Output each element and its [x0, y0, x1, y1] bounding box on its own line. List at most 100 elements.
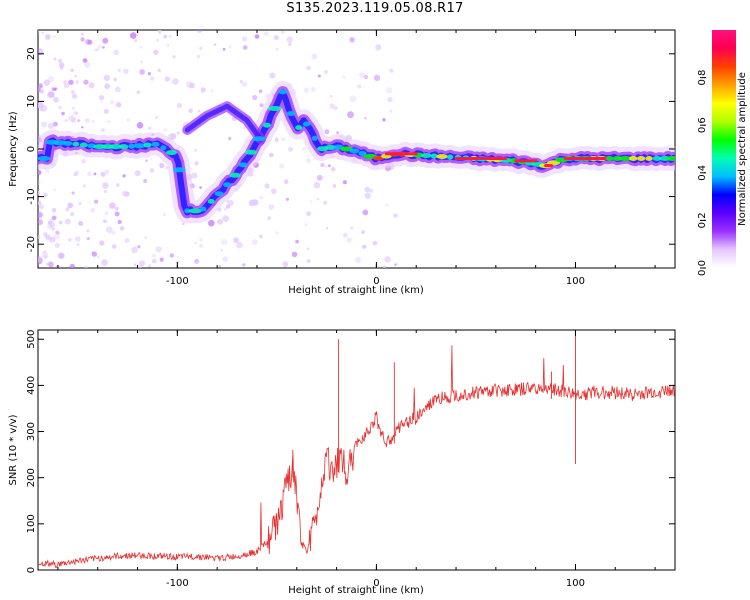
noise-speckle — [99, 240, 105, 246]
ridge-blob — [420, 153, 432, 158]
noise-speckle — [251, 239, 258, 246]
noise-speckle — [53, 35, 56, 38]
noise-speckle — [85, 39, 91, 45]
noise-speckle — [54, 233, 61, 240]
noise-speckle — [364, 192, 371, 199]
noise-speckle — [131, 246, 138, 254]
noise-speckle — [254, 34, 260, 39]
noise-speckle — [318, 74, 321, 78]
noise-speckle — [74, 236, 81, 242]
noise-speckle — [109, 202, 116, 209]
noise-speckle — [159, 162, 165, 169]
ridge-blob — [223, 182, 232, 188]
noise-speckle — [166, 44, 170, 47]
noise-speckle — [97, 255, 100, 259]
noise-speckle — [157, 68, 161, 72]
noise-speckle — [101, 128, 105, 132]
noise-speckle — [268, 204, 275, 210]
noise-speckle — [137, 245, 141, 249]
noise-speckle — [148, 126, 152, 130]
noise-speckle — [38, 85, 43, 89]
spectrogram-y-axis-label: Frequency (Hz) — [8, 111, 19, 187]
ridge-blob — [268, 106, 282, 111]
noise-speckle — [52, 121, 58, 127]
noise-speckle — [157, 30, 162, 33]
noise-speckle — [97, 44, 102, 49]
noise-speckle — [139, 69, 146, 75]
noise-speckle — [86, 237, 90, 241]
noise-speckle — [208, 219, 215, 227]
ridge-blob — [133, 143, 146, 149]
noise-speckle — [310, 86, 316, 92]
noise-speckle — [45, 34, 51, 40]
noise-speckle — [393, 213, 398, 218]
noise-speckle — [389, 68, 394, 73]
noise-speckle — [199, 243, 204, 248]
noise-speckle — [165, 166, 169, 170]
noise-speckle — [74, 74, 77, 78]
noise-speckle — [63, 80, 67, 84]
noise-speckle — [107, 120, 111, 124]
noise-speckle — [323, 200, 328, 205]
noise-speckle — [77, 119, 81, 123]
noise-speckle — [375, 44, 382, 51]
noise-speckle — [63, 82, 70, 89]
ridge-blob — [207, 198, 215, 204]
noise-speckle — [41, 250, 48, 258]
chart-title: S135.2023.119.05.08.R17 — [286, 1, 464, 16]
noise-speckle — [103, 74, 111, 82]
ridge-blob — [165, 150, 177, 156]
noise-speckle — [43, 193, 48, 198]
noise-speckle — [43, 250, 47, 254]
noise-speckle — [325, 227, 329, 230]
noise-speckle — [273, 35, 279, 41]
noise-speckle — [58, 252, 65, 259]
noise-speckle — [152, 253, 156, 258]
noise-speckle — [155, 246, 162, 253]
noise-speckle — [274, 137, 279, 142]
noise-speckle — [172, 55, 176, 59]
noise-speckle — [227, 200, 234, 206]
noise-speckle — [163, 128, 167, 132]
noise-speckle — [143, 178, 148, 184]
noise-speckle — [275, 231, 279, 235]
noise-speckle — [123, 68, 129, 75]
noise-speckle — [236, 241, 243, 249]
noise-speckle — [103, 219, 107, 224]
noise-speckle — [291, 251, 298, 258]
noise-speckle — [359, 72, 365, 78]
noise-speckle — [38, 48, 44, 55]
noise-speckle — [324, 129, 330, 135]
noise-speckle — [364, 117, 367, 120]
y-tick-label: 500 — [26, 330, 37, 349]
noise-speckle — [288, 42, 292, 47]
noise-speckle — [85, 118, 90, 123]
noise-speckle — [357, 84, 362, 89]
noise-speckle — [71, 191, 75, 195]
noise-speckle — [104, 83, 111, 90]
noise-speckle — [114, 206, 119, 211]
noise-speckle — [43, 79, 51, 86]
ridge-blob — [311, 135, 318, 141]
noise-speckle — [82, 58, 88, 63]
noise-speckle — [361, 230, 365, 235]
noise-speckle — [80, 37, 85, 42]
noise-speckle — [343, 232, 348, 238]
ridge-blob — [151, 141, 160, 147]
noise-speckle — [113, 49, 119, 56]
noise-speckle — [252, 94, 258, 101]
ridge-blob — [38, 156, 51, 161]
noise-speckle — [70, 90, 75, 94]
noise-speckle — [242, 126, 246, 130]
y-tick-label: 300 — [26, 422, 37, 441]
noise-speckle — [217, 218, 223, 225]
noise-speckle — [197, 109, 201, 113]
noise-speckle — [53, 87, 57, 91]
noise-speckle — [218, 265, 221, 268]
noise-speckle — [149, 168, 155, 173]
noise-speckle — [281, 137, 285, 141]
noise-speckle — [304, 223, 308, 227]
ridge-blob — [72, 141, 80, 147]
noise-speckle — [342, 180, 347, 185]
noise-speckle — [78, 201, 82, 206]
